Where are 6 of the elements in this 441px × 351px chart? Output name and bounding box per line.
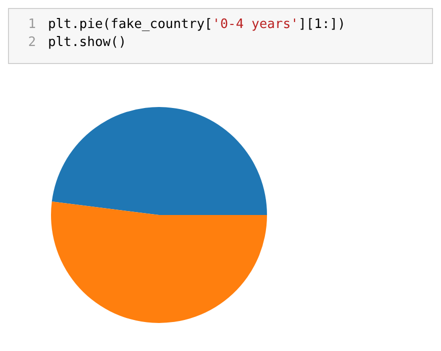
text: 1 <box>28 17 36 32</box>
text: plt.show() <box>48 35 126 50</box>
text: plt.pie(fake_country['0-4 years'][1:]) <box>48 17 346 32</box>
pie-slice <box>51 201 267 323</box>
text: 2 <box>28 35 36 50</box>
pie-slice <box>52 107 267 215</box>
